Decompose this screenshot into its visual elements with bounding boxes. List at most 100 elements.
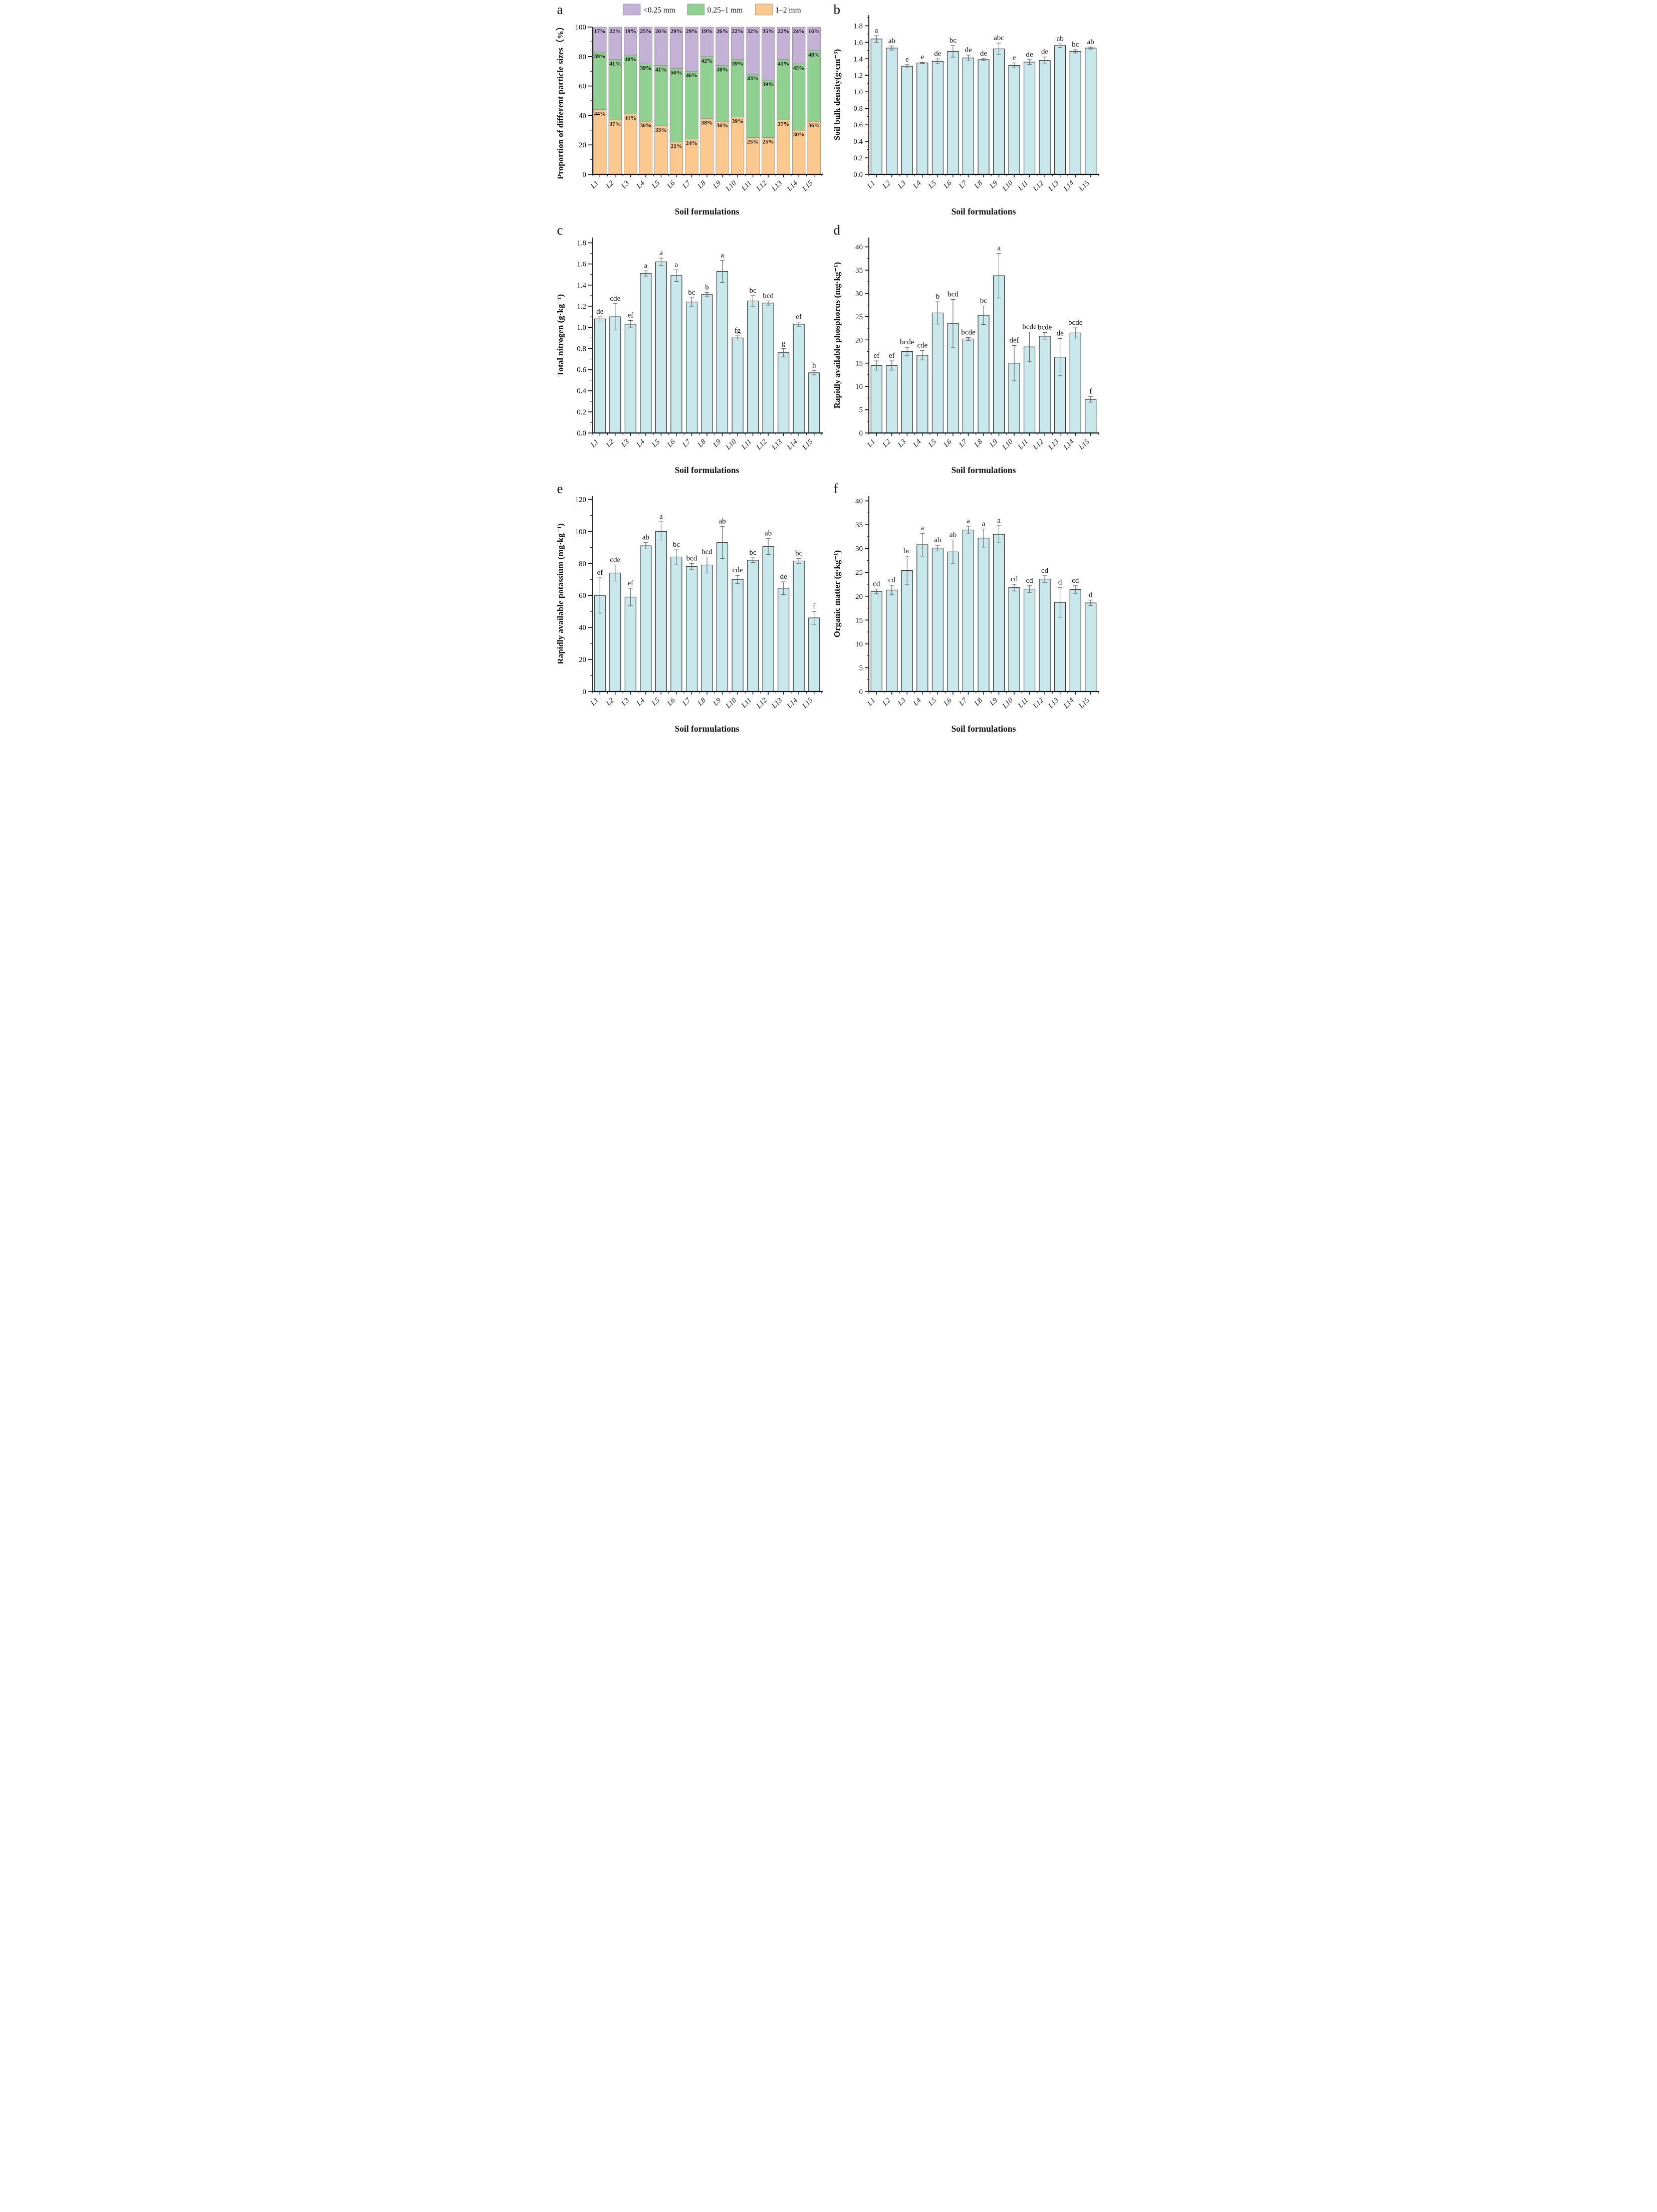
significance-letter: e [920,53,924,61]
segment-<0.25 mm [715,27,729,66]
significance-letter: cde [610,556,620,564]
bar-rect [1039,578,1051,692]
x-tick-label: L8 [972,696,984,708]
significance-letter: bc [1072,41,1079,49]
segment-value-label: 41% [609,61,621,67]
significance-letter: ab [719,518,726,526]
x-tick-label: L10 [724,696,738,711]
significance-letter: bcd [701,548,713,556]
significance-letter: a [659,249,663,257]
bar-rect [962,338,974,433]
significance-letter: d [1058,579,1062,587]
significance-letter: cd [1026,577,1033,585]
significance-letter: ef [627,311,633,319]
significance-letter: g [781,339,785,347]
y-tick-label: 25 [855,313,863,321]
y-tick-label: 0.0 [577,429,586,437]
bar-rect [700,294,713,433]
y-tick-label: 0.4 [577,387,586,395]
bar-L3: bc [901,547,913,692]
significance-letter: ab [934,536,941,544]
significance-letter: de [934,50,941,58]
bar-rect [1039,60,1051,175]
significance-letter: bcd [948,291,959,299]
bar-rect [962,58,974,175]
segment-value-label: 48% [808,52,820,58]
x-tick-label: L1 [865,179,877,191]
x-tick-label: L15 [1077,438,1091,452]
y-axis-title: Rapidly available phosphorus (mg·kg⁻¹) [832,262,842,408]
x-tick-label: L7 [957,696,969,708]
panel-letter-c: c [557,223,563,238]
plot-b: 0.0 0.2 0.4 0.6 0.8 1.0 1.2 1.4 1.6 1.8 L1 L2 L3 L4 L5… [853,15,1099,193]
segment-1–2 mm [715,121,729,175]
bar-L10: cde [732,566,744,692]
bar-rect [777,352,789,433]
bar-rect [931,312,943,433]
bar-L8: bcd [700,548,713,692]
chart-available-phosphorus: 0 5 10 15 20 25 30 35 40 L1 L2 L3 L4 L5 L6 L7 L8 L9 L10 L11… [832,238,1099,475]
bar-L6: ab [946,531,959,692]
bar-L1: cd [870,580,882,692]
x-tick-label: L4 [911,438,922,450]
x-tick-label: L8 [695,437,707,449]
bar-rect [700,564,713,692]
bar-L14: bc [793,550,805,692]
x-tick-label: L9 [711,696,723,708]
bar-rect [993,49,1005,175]
bar-L2: ab [885,37,897,175]
segment-value-label: 40% [624,57,636,63]
x-tick-label: L3 [896,179,907,191]
significance-letter: cd [888,576,895,584]
significance-letter: b [935,293,939,301]
significance-letter: b [705,284,709,292]
x-tick-label: L3 [619,179,631,191]
x-tick-label: L3 [619,697,631,708]
y-tick-label: 0.6 [853,121,863,129]
x-tick-label: L5 [650,697,661,708]
segment-value-label: 43% [747,76,759,82]
significance-letter: a [659,513,663,521]
significance-letter: bc [949,37,957,45]
bar-rect [609,572,621,692]
bar-L3: bcde [900,338,914,433]
x-tick-label: L10 [724,437,738,452]
bar-L2: cde [609,295,621,433]
significance-letter: e [905,56,908,64]
bar-rect [901,570,913,692]
bar-rect [808,372,820,433]
segment-value-label: 37% [609,121,621,127]
segment-0.25–1 mm [761,80,775,138]
significance-letter: h [812,362,816,370]
bar-L1: de [594,308,606,433]
y-tick-label: 10 [855,383,863,391]
x-tick-label: L1 [589,438,600,450]
bar-rect [977,538,990,692]
y-tick-label: 20 [855,593,863,601]
bar-L8: de [977,50,990,175]
bar-L13: de [1054,330,1066,433]
bar-rect [685,302,697,433]
bar-rect [793,560,805,692]
x-tick-label: L4 [911,179,922,191]
segment-value-label: 22% [609,29,621,35]
segment-value-label: 30% [793,132,804,138]
segment-<0.25 mm [608,27,622,60]
stacked-bar-L13: 37% 41% 22% [776,27,790,175]
segment-value-label: 36% [808,123,820,129]
segment-0.25–1 mm [593,52,606,110]
bar-L15: d [1084,591,1096,692]
plot-f: 0 5 10 15 20 25 30 35 40 L1 L2 L3 L4 L5 L6 L7 L8 L9 L10 L11… [855,496,1099,711]
stacked-bar-L4: 36% 39% 25% [639,27,652,175]
segment-0.25–1 mm [608,59,622,120]
x-tick-label: L14 [1062,697,1076,711]
segment-value-label: 25% [762,139,774,145]
bar-rect [885,589,897,692]
bar-L2: cd [885,576,897,692]
panel-a: a 0 20 40 60 80 100 L1 L2 L3 L4 L5 L6 L7 L8 L9 L10 L11 L1… [552,0,829,220]
x-tick-label: L2 [880,697,892,708]
significance-letter: def [1009,336,1019,344]
bar-rect [885,365,897,433]
